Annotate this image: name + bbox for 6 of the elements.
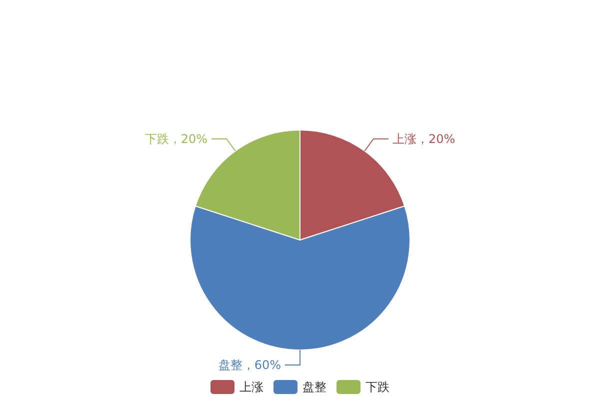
data-label: 盘整，60%: [218, 358, 281, 372]
legend-label: 下跌: [366, 380, 390, 394]
data-label: 下跌，20%: [144, 132, 208, 146]
legend-label: 上涨: [240, 380, 264, 394]
data-label: 上涨，20%: [392, 132, 456, 146]
legend-label: 盘整: [302, 380, 326, 394]
